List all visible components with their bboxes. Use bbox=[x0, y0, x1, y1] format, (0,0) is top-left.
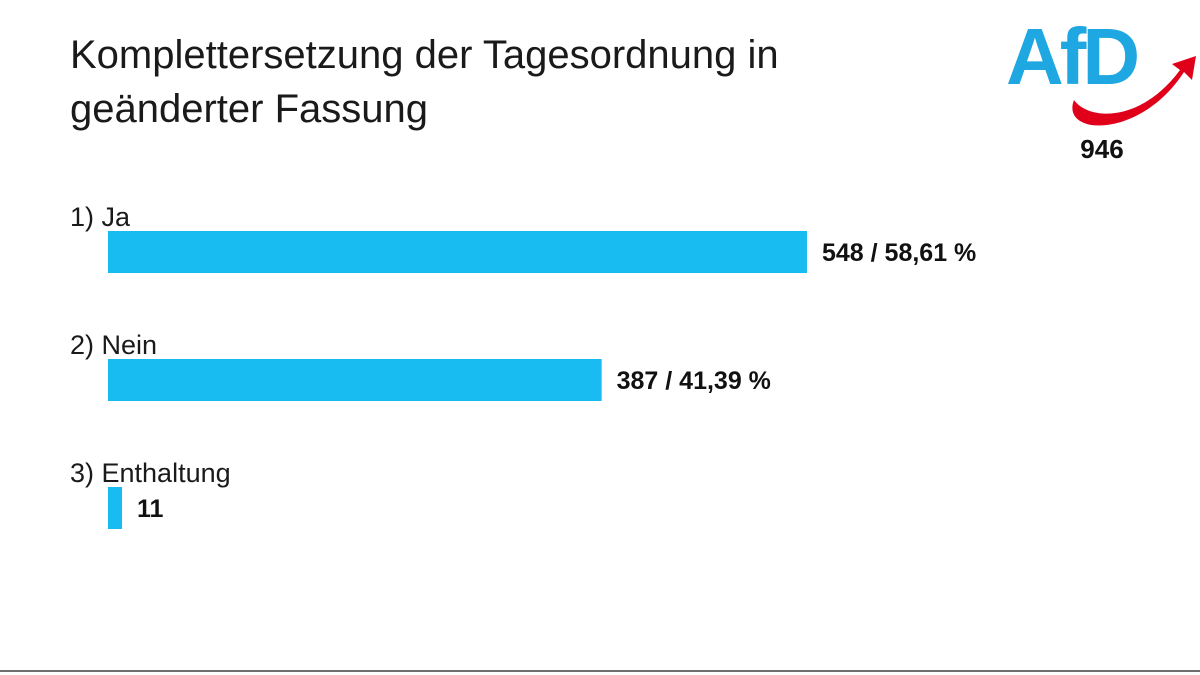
bar bbox=[108, 359, 602, 401]
title-line-2: geänderter Fassung bbox=[70, 87, 429, 131]
bar bbox=[108, 231, 807, 273]
category-label: 3) Enthaltung bbox=[70, 458, 231, 488]
category-label: 1) Ja bbox=[70, 202, 131, 232]
category-label: 2) Nein bbox=[70, 330, 157, 360]
title-line-1: Komplettersetzung der Tagesordnung in bbox=[70, 33, 779, 77]
bar bbox=[108, 487, 123, 529]
value-label: 548 / 58,61 % bbox=[822, 239, 976, 267]
afd-logo-swoosh bbox=[1072, 56, 1196, 126]
value-label: 11 bbox=[137, 495, 164, 523]
chart-title: Komplettersetzung der Tagesordnung in ge… bbox=[70, 28, 970, 136]
bottom-divider bbox=[0, 670, 1200, 672]
afd-logo-text: AfD bbox=[1006, 12, 1137, 101]
value-label: 387 / 41,39 % bbox=[617, 367, 771, 395]
afd-logo: AfD bbox=[1006, 12, 1196, 126]
participant-count: 946 bbox=[1080, 134, 1124, 164]
